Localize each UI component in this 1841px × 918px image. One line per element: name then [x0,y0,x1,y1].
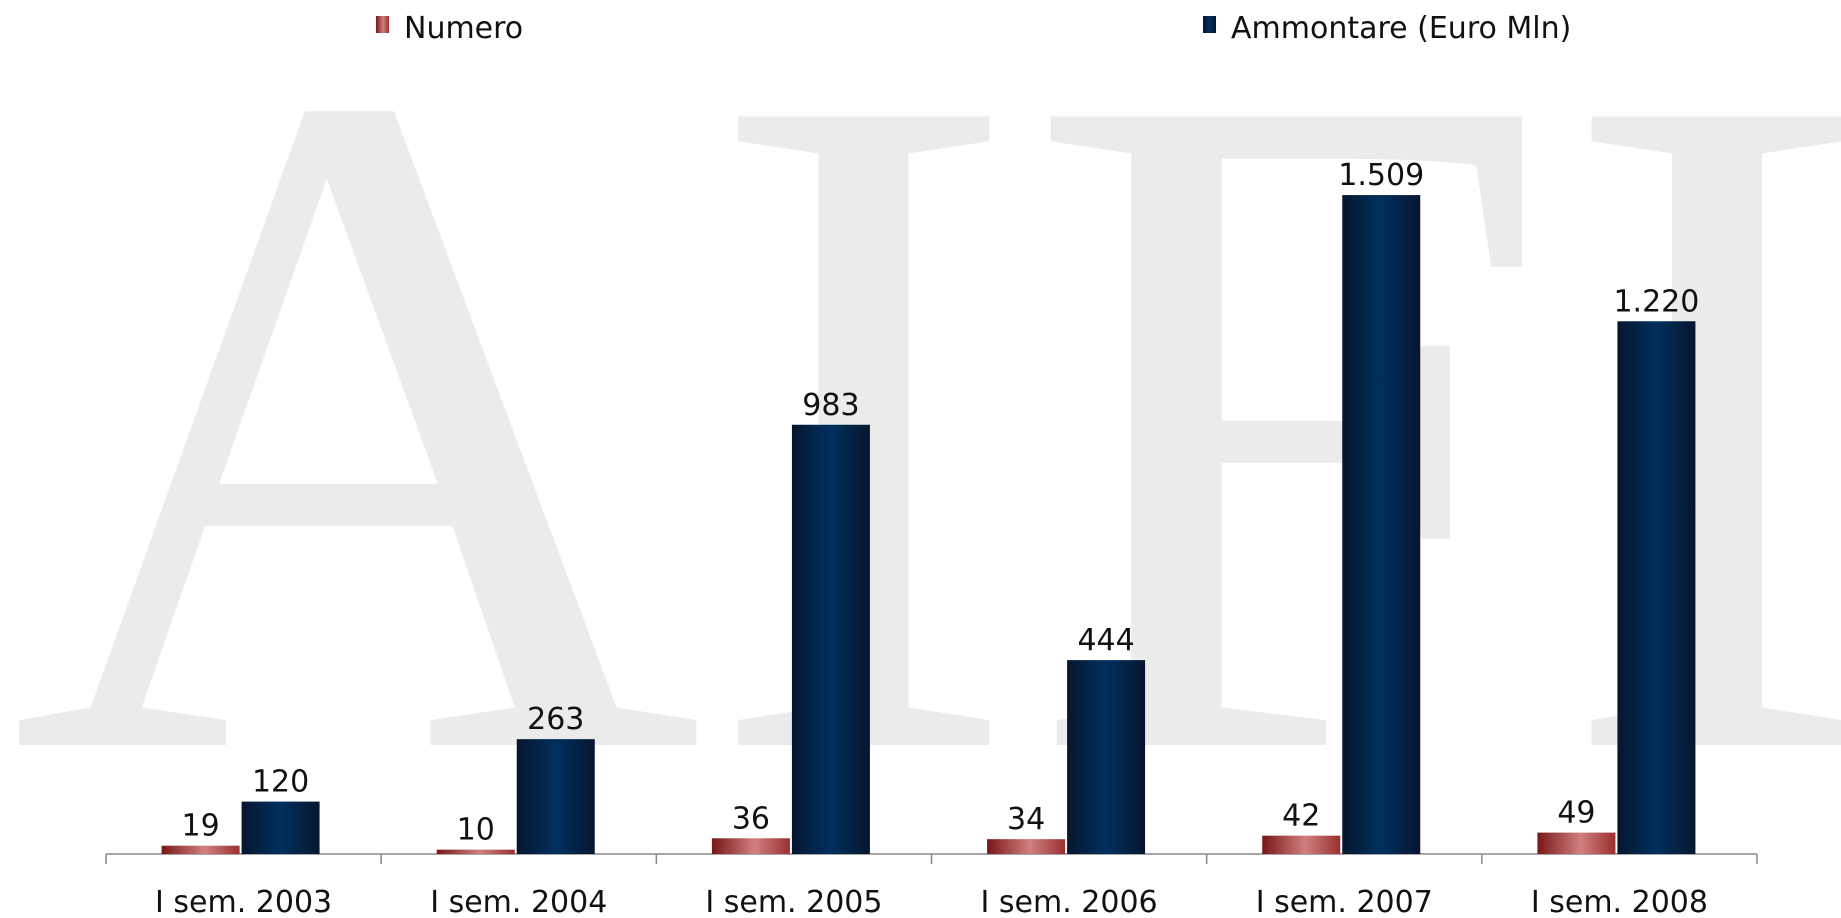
data-label: 1.220 [1613,284,1699,319]
bar [987,839,1066,854]
data-label: 983 [802,388,859,423]
legend-swatch [1203,16,1216,33]
bar [241,801,320,854]
data-label: 444 [1077,623,1134,658]
x-tick-label: I sem. 2006 [981,885,1158,918]
x-tick-label: I sem. 2004 [430,885,607,918]
bar [1537,832,1616,854]
data-label: 10 [457,813,495,848]
bar [516,739,595,854]
bar [1617,321,1696,854]
data-label: 34 [1007,802,1045,837]
x-tick-label: I sem. 2003 [155,885,332,918]
bar [436,849,515,854]
data-label: 263 [527,702,584,737]
watermark: AIFI [10,0,1841,918]
bar [1342,195,1421,854]
bar [1262,835,1341,854]
x-tick-label: I sem. 2005 [705,885,882,918]
data-label: 120 [252,765,309,800]
legend-swatch [376,16,389,33]
x-tick-label: I sem. 2007 [1256,885,1433,918]
bar [161,845,240,854]
data-label: 36 [732,801,770,836]
data-label: 1.509 [1338,158,1424,193]
bar [791,424,870,854]
bar [1067,660,1146,854]
bar [711,838,790,854]
x-tick-label: I sem. 2008 [1531,885,1708,918]
data-label: 19 [181,809,219,844]
legend-label: Numero [404,11,523,46]
data-label: 49 [1557,796,1595,831]
data-label: 42 [1282,799,1320,834]
legend-label: Ammontare (Euro Mln) [1231,11,1571,46]
